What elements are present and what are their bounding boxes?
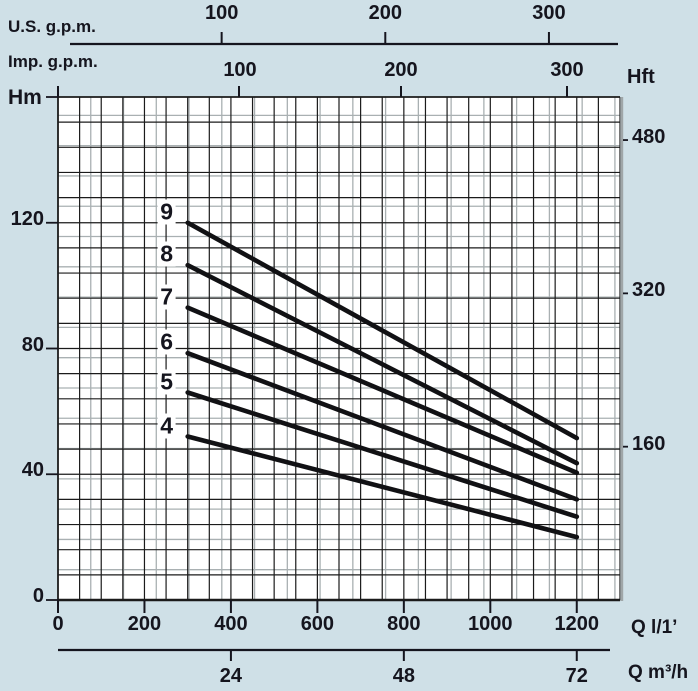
curve-label-8: 8 bbox=[157, 241, 176, 267]
hft-axis-title: Hft bbox=[627, 66, 655, 88]
us-gpm-axis-title: U.S. g.p.m. bbox=[8, 17, 96, 36]
hm-tick-label: 80 bbox=[21, 333, 44, 356]
us-gpm-tick-label: 300 bbox=[532, 2, 566, 24]
curve-5 bbox=[185, 390, 580, 519]
curve-4 bbox=[185, 434, 580, 540]
hm-tick-label: 0 bbox=[32, 585, 44, 607]
hft-tick-label: 480 bbox=[632, 126, 666, 149]
curve-7 bbox=[185, 305, 580, 475]
q-m3h-tick-label: 48 bbox=[392, 665, 415, 687]
hm-axis-title: Hm bbox=[8, 86, 42, 109]
imp-gpm-tick-label: 200 bbox=[384, 59, 418, 81]
curve-label-7: 7 bbox=[157, 284, 176, 310]
curve-label-5: 5 bbox=[157, 369, 176, 394]
curve-label-6: 6 bbox=[157, 329, 176, 355]
q-lmin-axis-title: Q l/1’ bbox=[631, 617, 678, 638]
curve-9 bbox=[185, 220, 580, 441]
axes-and-ticks bbox=[46, 32, 628, 661]
q-lmin-tick-label: 800 bbox=[387, 613, 421, 635]
curve-label-9: 9 bbox=[157, 199, 176, 225]
hft-tick-label: 160 bbox=[632, 432, 666, 455]
q-lmin-tick-label: 200 bbox=[127, 613, 162, 635]
q-m3h-tick-label: 72 bbox=[565, 665, 588, 687]
q-m3h-tick-label: 24 bbox=[219, 665, 243, 687]
hm-tick-label: 40 bbox=[21, 459, 44, 482]
imp-gpm-tick-label: 300 bbox=[550, 59, 584, 81]
curves bbox=[185, 220, 580, 540]
curve-6 bbox=[185, 350, 580, 502]
hm-tick-label: 120 bbox=[10, 207, 44, 230]
imp-gpm-axis-title: Imp. g.p.m. bbox=[8, 52, 98, 71]
q-lmin-tick-label: 1000 bbox=[468, 613, 513, 635]
imp-gpm-tick-label: 100 bbox=[223, 59, 257, 81]
q-lmin-tick-label: 400 bbox=[214, 613, 248, 635]
curve-8 bbox=[185, 262, 580, 466]
primary-grid bbox=[57, 96, 624, 602]
curve-label-4: 4 bbox=[157, 413, 176, 439]
us-gpm-tick-label: 100 bbox=[204, 2, 239, 24]
q-m3h-axis-title: Q m³/h bbox=[628, 662, 689, 683]
us-gpm-tick-label: 200 bbox=[368, 2, 402, 24]
q-lmin-tick-label: 0 bbox=[52, 613, 64, 635]
q-lmin-tick-label: 1200 bbox=[554, 613, 600, 635]
q-lmin-tick-label: 600 bbox=[300, 613, 335, 635]
hft-tick-label: 320 bbox=[632, 279, 666, 302]
